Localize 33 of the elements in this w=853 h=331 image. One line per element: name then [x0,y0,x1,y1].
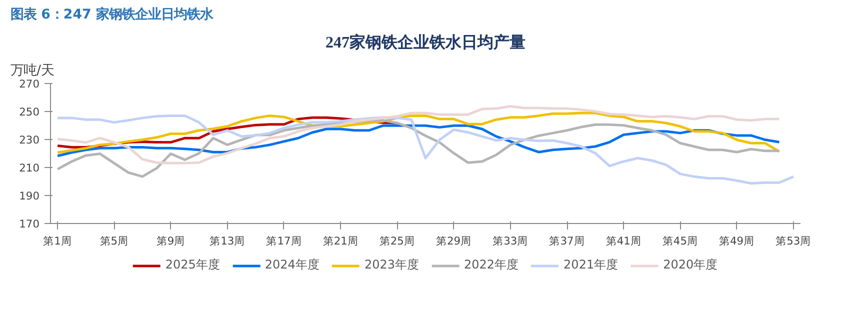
legend-label: 2025年度 [165,256,220,274]
legend-label: 2024年度 [264,256,320,274]
x-tick-label: 第9周 [156,234,186,248]
x-tick-label: 第25周 [379,234,415,248]
x-tick-label: 第45周 [662,234,698,248]
line-series [56,112,781,154]
y-tick-label: 230 [19,134,40,146]
text: 图表 6：247 家钢铁企业日均铁水 [10,6,214,22]
line-series [56,119,781,178]
legend-label: 2020年度 [663,256,718,274]
x-tick-label: 第29周 [436,234,472,248]
chart-title: 247家钢铁企业铁水日均产量 [326,32,526,52]
x-tick-label: 第41周 [606,234,642,248]
line-series [56,114,795,185]
legend-label: 2021年度 [564,256,618,274]
legend-label: 2022年度 [464,256,519,274]
legend-label: 2023年度 [364,256,419,274]
x-tick-label: 第5周 [100,234,129,248]
y-tick-label: 190 [19,190,40,202]
line-series [56,105,781,164]
x-tick-label: 第49周 [719,234,755,248]
x-tick-label: 第21周 [322,234,358,248]
x-tick-label: 第13周 [210,234,246,248]
y-tick-label: 250 [19,106,40,118]
y-axis-title: 万吨/天 [10,64,54,78]
x-tick-label: 第33周 [492,234,528,248]
y-tick-label: 270 [19,78,40,90]
x-tick-label: 第1周 [43,234,72,248]
y-tick-label: 210 [19,162,40,174]
y-tick-label: 170 [19,218,40,230]
x-tick-label: 第17周 [266,234,302,248]
x-tick-label: 第53周 [776,234,812,248]
x-tick-label: 第37周 [549,234,585,248]
